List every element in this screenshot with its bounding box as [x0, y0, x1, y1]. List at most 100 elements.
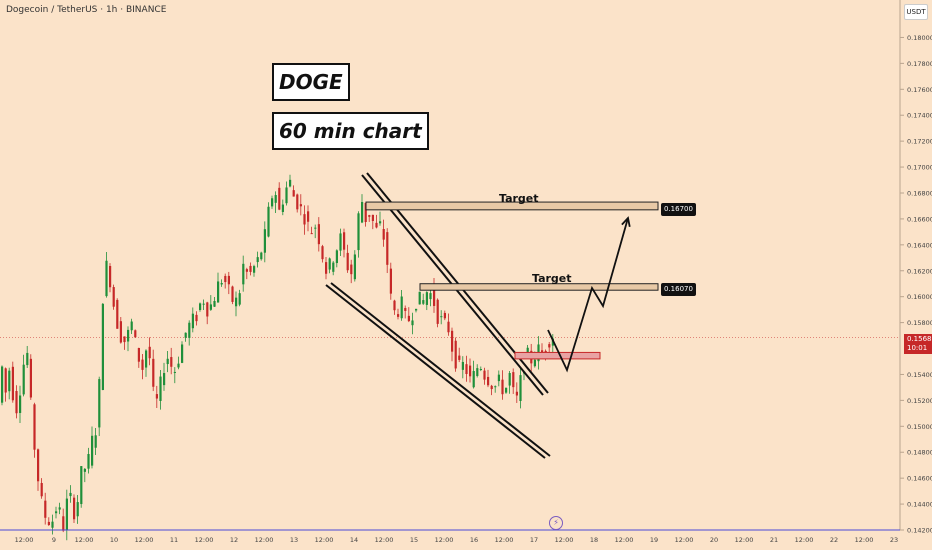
candle-body	[166, 358, 169, 365]
target-low-price-tag: 0.16070	[661, 283, 696, 296]
candle-body	[123, 336, 126, 343]
time-tick-label: 18	[590, 536, 598, 544]
target-low-label: Target	[532, 272, 572, 285]
candle-body	[429, 293, 432, 300]
candle-body	[231, 286, 234, 302]
candle-body	[404, 307, 407, 311]
time-tick-label: 12:00	[495, 536, 514, 544]
candle-body	[249, 265, 252, 272]
candle-body	[371, 214, 374, 221]
candle-body	[278, 187, 281, 210]
candle-body	[91, 435, 94, 466]
candle-body	[58, 507, 61, 510]
candle-body	[357, 213, 360, 251]
candle-body	[379, 221, 382, 224]
target-high-zone	[365, 201, 659, 211]
candle-body	[116, 299, 119, 329]
price-tick-label: 0.17000	[907, 164, 932, 172]
candle-body	[505, 387, 508, 393]
support-zone	[514, 351, 601, 360]
candle-body	[274, 195, 277, 203]
price-tick-label: 0.16000	[907, 293, 932, 301]
candle-body	[119, 321, 122, 343]
price-tick-label: 0.17600	[907, 86, 932, 94]
candle-body	[497, 374, 500, 382]
candle-body	[238, 293, 241, 305]
candle-body	[418, 291, 421, 305]
candle-body	[101, 303, 104, 390]
price-tick-label: 0.17200	[907, 138, 932, 146]
price-tick-label: 0.14800	[907, 449, 932, 457]
price-tick-label: 0.15000	[907, 423, 932, 431]
candle-body	[483, 370, 486, 380]
candle-body	[350, 264, 353, 275]
candle-body	[1, 366, 4, 403]
candle-body	[501, 379, 504, 395]
time-tick-label: 12:00	[435, 536, 454, 544]
currency-badge[interactable]: USDT	[904, 4, 928, 20]
candle-body	[145, 350, 148, 368]
candle-body	[443, 312, 446, 319]
candle-body	[8, 370, 11, 392]
time-tick-label: 12:00	[735, 536, 754, 544]
channel-lower-line	[325, 284, 546, 459]
candle-body	[389, 268, 392, 294]
candle-body	[425, 292, 428, 305]
candle-body	[458, 355, 461, 360]
time-tick-label: 16	[470, 536, 478, 544]
candle-body	[461, 361, 464, 370]
target-low-zone	[419, 283, 659, 291]
candle-body	[422, 300, 425, 304]
candle-body	[307, 211, 310, 222]
candle-body	[26, 352, 29, 366]
candle-body	[19, 395, 22, 413]
candle-body	[317, 224, 320, 245]
candle-body	[213, 300, 216, 307]
lightning-icon[interactable]: ⚡	[549, 516, 563, 530]
candle-body	[519, 375, 522, 402]
candle-body	[44, 500, 47, 518]
candle-body	[343, 232, 346, 250]
time-tick-label: 23	[890, 536, 898, 544]
channel-lower-line-inner	[330, 282, 551, 457]
candle-body	[271, 198, 274, 207]
candle-body	[433, 287, 436, 306]
candle-body	[386, 232, 389, 265]
time-tick-label: 10	[110, 536, 118, 544]
price-tick-label: 0.17400	[907, 112, 932, 120]
candle-body	[494, 386, 497, 388]
candle-body	[465, 364, 468, 375]
time-tick-label: 9	[52, 536, 56, 544]
candle-body	[163, 373, 166, 386]
note-doge: DOGE	[272, 63, 350, 101]
candle-body	[188, 322, 191, 338]
candle-body	[87, 453, 90, 469]
candle-body	[472, 371, 475, 388]
time-tick-label: 12:00	[135, 536, 154, 544]
candle-body	[29, 358, 32, 398]
candle-body	[454, 340, 457, 369]
candle-body	[364, 202, 367, 223]
time-tick-label: 13	[290, 536, 298, 544]
time-tick-label: 20	[710, 536, 718, 544]
candle-body	[217, 281, 220, 303]
candle-body	[393, 300, 396, 311]
candle-body	[170, 357, 173, 367]
time-tick-label: 12:00	[675, 536, 694, 544]
candle-body	[260, 252, 263, 260]
candle-body	[292, 190, 295, 197]
price-tick-label: 0.16200	[907, 267, 932, 275]
current-price-tag: 0.15685 10:01	[904, 334, 932, 354]
candle-body	[112, 287, 115, 307]
candle-body	[202, 303, 205, 305]
candle-body	[303, 214, 306, 225]
price-tick-label: 0.16600	[907, 215, 932, 223]
price-tick-label: 0.18000	[907, 34, 932, 42]
candle-body	[375, 222, 378, 228]
candle-body	[361, 202, 364, 223]
candle-body	[267, 206, 270, 237]
time-axis: 12:00 9 12:00 10 12:00 11 12:00 12 12:00 13 12:00 1…	[0, 529, 900, 544]
candle-body	[134, 330, 137, 338]
